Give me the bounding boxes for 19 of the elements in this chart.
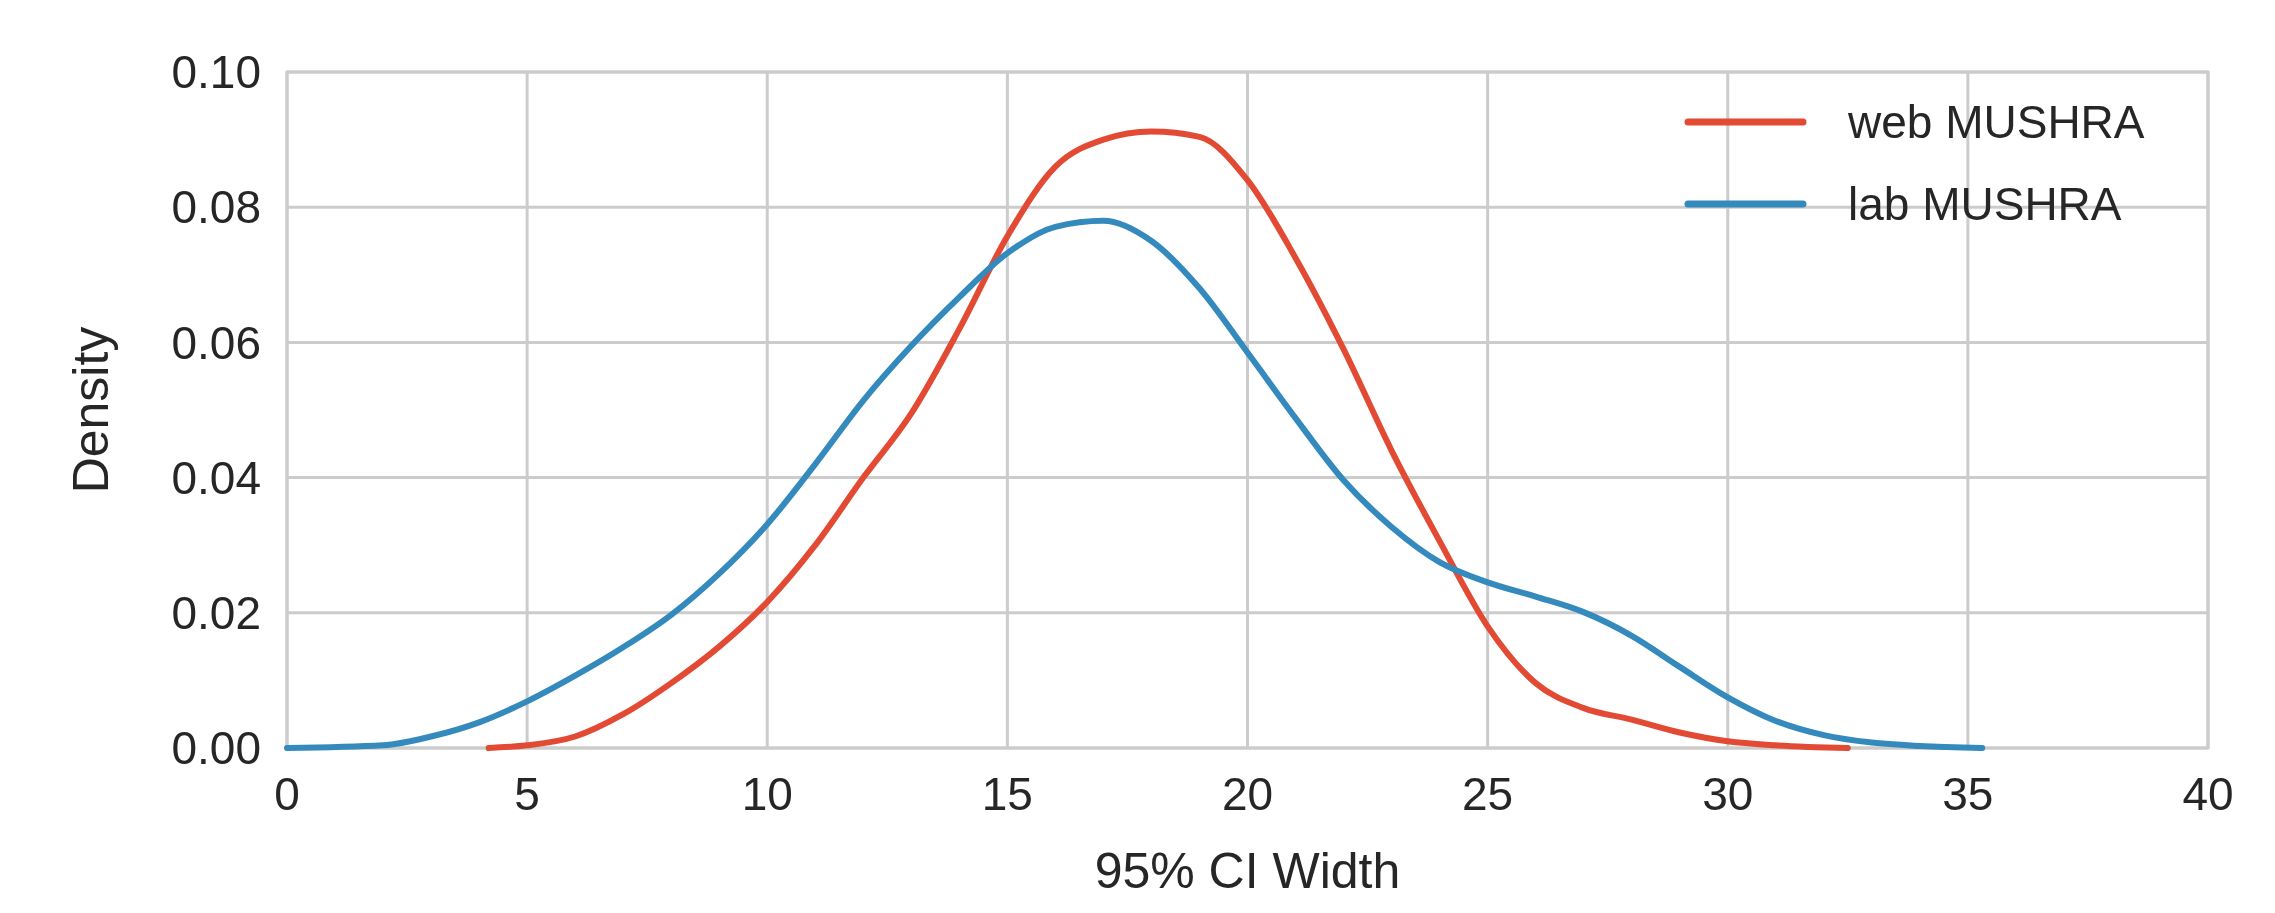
y-tick-label: 0.00 — [171, 722, 261, 775]
x-axis-title: 95% CI Width — [1094, 843, 1401, 899]
legend-label: web MUSHRA — [1847, 96, 2145, 149]
x-tick-label: 0 — [274, 768, 300, 820]
x-tick-label: 20 — [1221, 768, 1274, 820]
x-tick-label: 15 — [981, 768, 1033, 820]
y-tick-label: 0.06 — [171, 316, 261, 369]
x-tick-label: 25 — [1462, 768, 1514, 820]
x-tick-label: 40 — [2182, 768, 2234, 820]
x-tick-label: 30 — [1702, 768, 1754, 820]
x-tick-label: 5 — [514, 768, 540, 820]
y-tick-label: 0.10 — [171, 46, 261, 99]
y-tick-label: 0.02 — [171, 586, 261, 639]
y-axis-title: Density — [63, 326, 119, 494]
x-tick-label: 35 — [1942, 768, 1994, 820]
x-tick-label: 10 — [741, 768, 793, 820]
legend-label: lab MUSHRA — [1848, 178, 2122, 231]
y-tick-label: 0.04 — [171, 451, 261, 504]
y-tick-label: 0.08 — [171, 181, 261, 234]
